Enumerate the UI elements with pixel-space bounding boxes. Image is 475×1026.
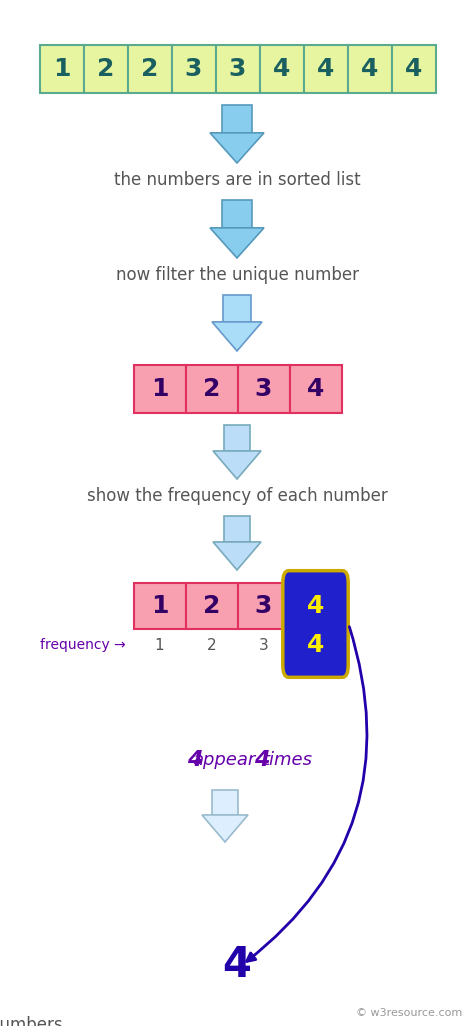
Text: 4: 4 [405, 57, 422, 81]
Text: 1: 1 [53, 57, 70, 81]
Polygon shape [202, 815, 248, 842]
Bar [289, 365, 342, 413]
Text: now filter the unique number: now filter the unique number [115, 266, 359, 284]
Bar [186, 365, 238, 413]
Text: 2: 2 [203, 594, 220, 618]
Text: 2: 2 [141, 57, 158, 81]
Text: show the frequency of each number: show the frequency of each number [86, 487, 388, 505]
Bar [348, 45, 391, 93]
Polygon shape [224, 425, 250, 450]
Polygon shape [210, 132, 264, 163]
Text: times: times [263, 751, 313, 770]
Polygon shape [224, 516, 250, 542]
Text: 3: 3 [255, 594, 272, 618]
Text: 2: 2 [97, 57, 114, 81]
Bar [127, 45, 171, 93]
Text: 4: 4 [273, 57, 290, 81]
Polygon shape [223, 295, 251, 322]
Polygon shape [222, 200, 252, 228]
Bar [39, 45, 84, 93]
Bar [171, 45, 216, 93]
Text: 3: 3 [258, 637, 268, 653]
Bar [391, 45, 436, 93]
Polygon shape [222, 105, 252, 132]
Text: frequency →: frequency → [40, 638, 125, 652]
Polygon shape [213, 450, 261, 479]
Text: the numbers are in sorted list: the numbers are in sorted list [114, 171, 361, 189]
Text: 1: 1 [151, 594, 168, 618]
Text: 3: 3 [255, 377, 272, 401]
Polygon shape [210, 228, 264, 258]
Bar [133, 365, 186, 413]
Bar [84, 45, 127, 93]
Text: 4: 4 [361, 57, 378, 81]
Text: 2: 2 [207, 637, 216, 653]
Text: 1: 1 [155, 637, 164, 653]
Polygon shape [212, 790, 238, 815]
Bar [133, 583, 186, 629]
Polygon shape [212, 322, 262, 351]
Text: 4: 4 [187, 750, 203, 770]
Bar [216, 45, 259, 93]
Text: 3: 3 [185, 57, 202, 81]
Text: © w3resource.com: © w3resource.com [356, 1008, 462, 1018]
Text: 4: 4 [223, 944, 251, 986]
Bar [304, 45, 348, 93]
Text: 4: 4 [307, 377, 324, 401]
Text: 4: 4 [307, 633, 324, 657]
Text: list of numbers: list of numbers [0, 1016, 63, 1026]
Text: 4: 4 [307, 594, 324, 618]
Bar [238, 365, 289, 413]
FancyBboxPatch shape [283, 570, 348, 677]
Bar [186, 583, 238, 629]
Bar [238, 583, 289, 629]
Text: 4: 4 [254, 750, 270, 770]
Text: 4: 4 [317, 57, 334, 81]
Bar [259, 45, 304, 93]
Text: 1: 1 [151, 377, 168, 401]
Text: appear: appear [192, 751, 256, 770]
Text: 2: 2 [203, 377, 220, 401]
Text: 3: 3 [229, 57, 246, 81]
Polygon shape [213, 542, 261, 570]
